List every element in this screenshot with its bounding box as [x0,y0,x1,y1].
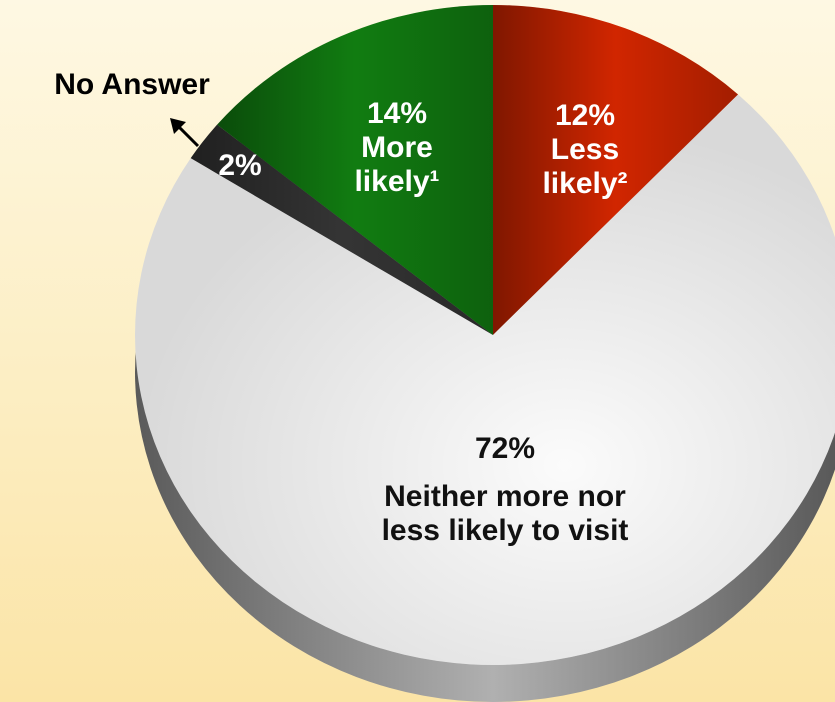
outside-label: No Answer [54,68,210,101]
category-label: Neither more nor less likely to visit [381,480,629,547]
slice-label: 12% Less likely² [525,99,645,201]
slices [135,5,835,665]
value-label: 2% [218,149,262,182]
category-label: Less likely² [542,133,628,200]
category-label: More likely¹ [354,131,440,198]
slice-shade [190,124,494,335]
slice-shade [135,94,835,665]
slice-shade [217,5,494,335]
slice-shade [493,5,739,335]
value-label: 14% [366,97,428,130]
arrow-head [170,118,186,134]
value-label: 12% [554,99,616,132]
slice-label: 72% Neither more nor less likely to visit [370,432,640,548]
value-label: 72% [474,432,536,465]
slice-label: 2% [200,149,280,183]
slice-label: 14% More likely¹ [337,97,457,199]
